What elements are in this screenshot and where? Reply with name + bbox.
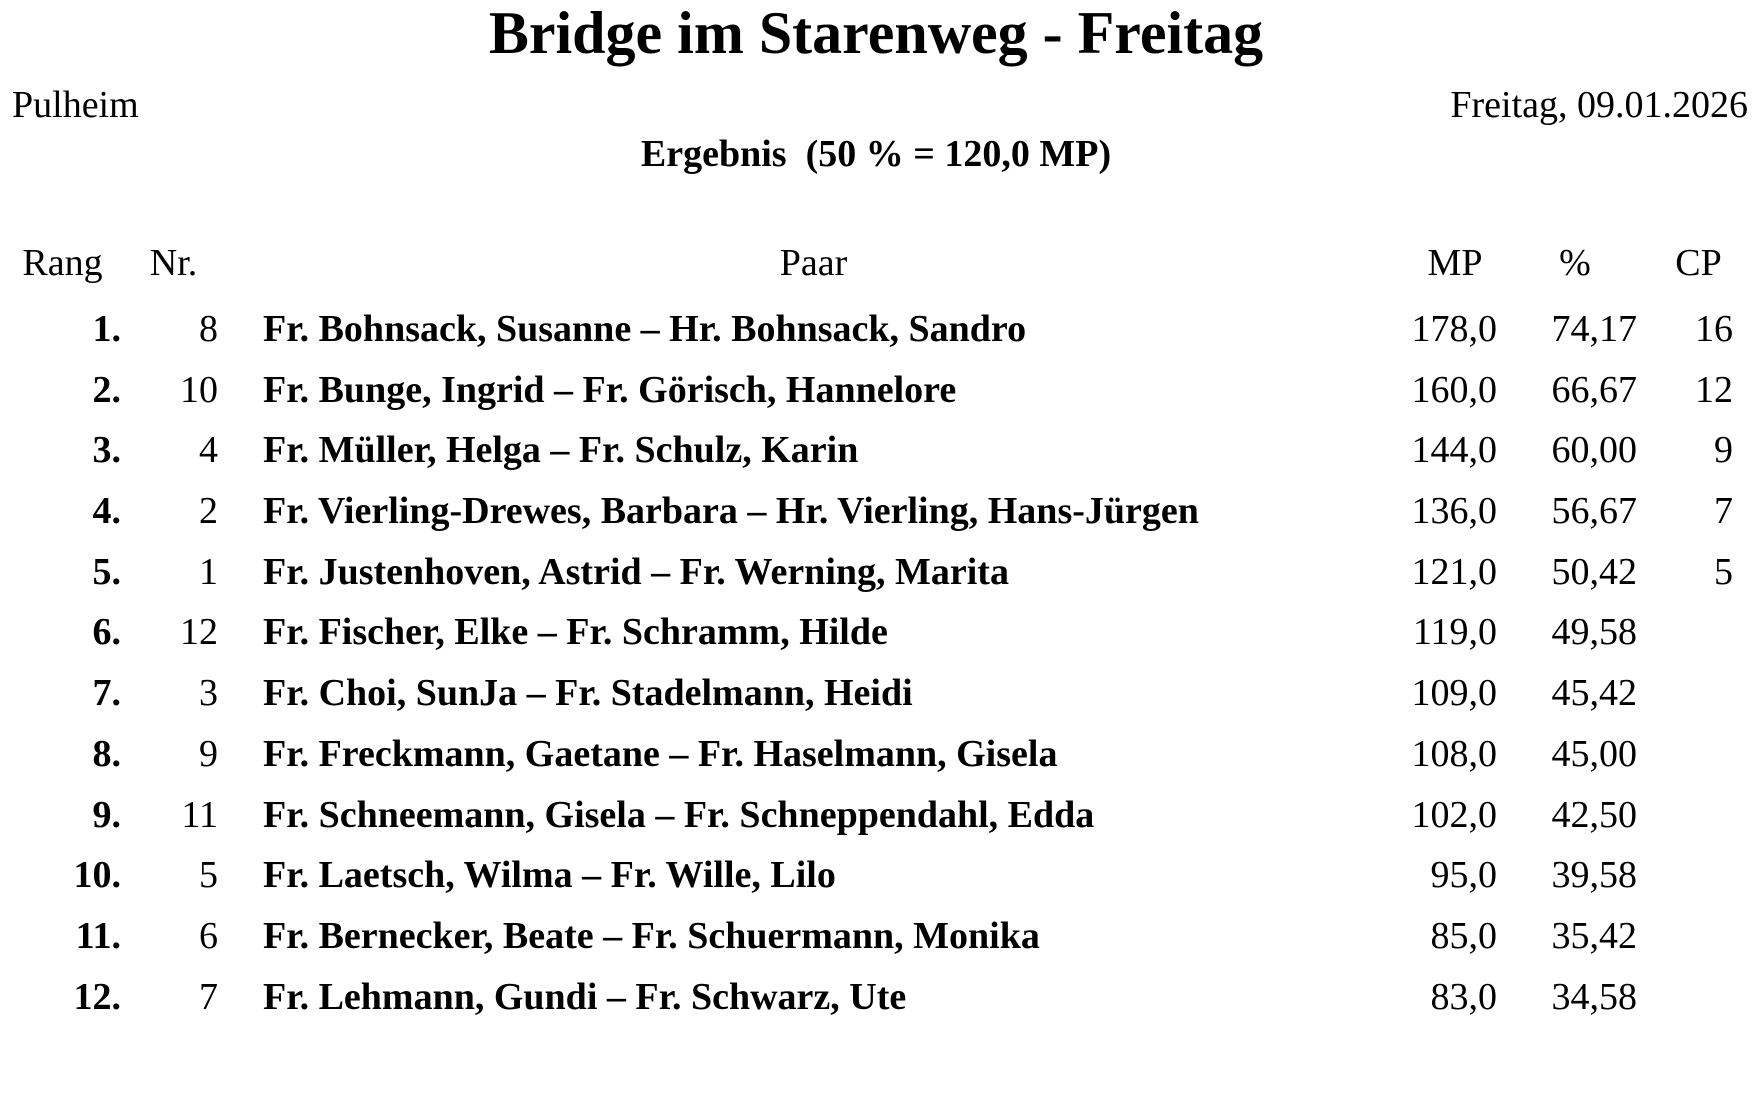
pair-number-cell: 11: [181, 793, 218, 836]
percent-cell: 34,58: [1551, 975, 1638, 1018]
percent-cell: 35,42: [1551, 914, 1638, 957]
cp-cell: 7: [1714, 490, 1733, 533]
pair-names-cell: Fr. Freckmann, Gaetane – Fr. Haselmann, …: [263, 732, 1058, 775]
pair-number-cell: 9: [199, 732, 218, 775]
date-label: Freitag, 09.01.2026: [1450, 84, 1748, 126]
mp-cell: 109,0: [1411, 672, 1498, 715]
mp-cell: 85,0: [1430, 914, 1498, 957]
results-table: Rang Nr. Paar MP % CP 1. 8 Fr. Bohnsack,…: [0, 227, 1752, 1027]
pair-names-cell: Fr. Justenhoven, Astrid – Fr. Werning, M…: [263, 550, 1009, 593]
percent-cell: 49,58: [1551, 611, 1638, 654]
cp-cell: 16: [1695, 308, 1733, 350]
rank-cell: 1.: [92, 308, 122, 350]
pair-number-cell: 4: [199, 429, 218, 472]
mp-cell: 95,0: [1430, 854, 1498, 897]
rank-cell: 11.: [75, 914, 121, 957]
rank-cell: 10.: [73, 854, 122, 897]
cp-cell: 5: [1714, 550, 1733, 593]
pair-names-cell: Fr. Laetsch, Wilma – Fr. Wille, Lilo: [263, 854, 836, 897]
pair-names-cell: Fr. Bunge, Ingrid – Fr. Görisch, Hannelo…: [263, 368, 957, 411]
percent-cell: 50,42: [1551, 550, 1638, 593]
cp-cell: 12: [1695, 368, 1733, 411]
column-header-cp: CP: [1675, 242, 1722, 284]
pair-names-cell: Fr. Bohnsack, Susanne – Hr. Bohnsack, Sa…: [263, 308, 1027, 350]
percent-cell: 39,58: [1551, 854, 1638, 897]
rank-cell: 2.: [92, 368, 122, 411]
cp-cell: [1645, 845, 1752, 906]
mp-cell: 178,0: [1411, 308, 1498, 350]
percent-cell: 60,00: [1551, 429, 1638, 472]
percent-cell: 42,50: [1551, 793, 1638, 836]
page-title: Bridge im Starenweg - Freitag: [488, 0, 1264, 66]
percent-cell: 66,67: [1551, 368, 1638, 411]
pair-names-cell: Fr. Lehmann, Gundi – Fr. Schwarz, Ute: [263, 975, 907, 1018]
rank-cell: 9.: [92, 793, 122, 836]
cp-cell: [1645, 785, 1752, 846]
pair-number-cell: 5: [199, 854, 218, 897]
pair-number-cell: 6: [199, 914, 218, 957]
cp-cell: [1645, 906, 1752, 967]
pair-number-cell: 3: [199, 672, 218, 715]
rank-cell: 12.: [73, 975, 122, 1018]
pair-number-cell: 8: [199, 308, 218, 350]
mp-cell: 102,0: [1411, 793, 1498, 836]
mp-cell: 83,0: [1430, 975, 1498, 1018]
pair-number-cell: 10: [180, 368, 218, 411]
cp-cell: [1645, 663, 1752, 724]
rank-cell: 8.: [92, 732, 122, 775]
percent-cell: 56,67: [1551, 490, 1638, 533]
percent-cell: 45,42: [1551, 672, 1638, 715]
pair-number-cell: 7: [199, 975, 218, 1018]
percent-cell: 45,00: [1551, 732, 1638, 775]
pair-number-cell: 2: [199, 490, 218, 533]
rank-cell: 7.: [92, 672, 122, 715]
mp-cell: 108,0: [1411, 732, 1498, 775]
percent-cell: 74,17: [1551, 308, 1638, 350]
pair-number-cell: 12: [180, 611, 218, 654]
pair-names-cell: Fr. Schneemann, Gisela – Fr. Schneppenda…: [263, 793, 1095, 836]
pair-names-cell: Fr. Fischer, Elke – Fr. Schramm, Hilde: [263, 611, 888, 654]
pair-names-cell: Fr. Bernecker, Beate – Fr. Schuermann, M…: [263, 914, 1040, 957]
result-subtitle: Ergebnis (50 % = 120,0 MP): [640, 133, 1112, 175]
rank-cell: 3.: [92, 429, 122, 472]
cp-cell: [1645, 967, 1752, 1028]
rank-cell: 5.: [92, 550, 122, 593]
column-header-pair: Paar: [779, 242, 848, 284]
column-header-mp: MP: [1427, 242, 1483, 284]
pair-names-cell: Fr. Choi, SunJa – Fr. Stadelmann, Heidi: [263, 672, 913, 715]
mp-cell: 119,0: [1412, 611, 1497, 654]
pair-names-cell: Fr. Müller, Helga – Fr. Schulz, Karin: [263, 429, 859, 472]
mp-cell: 136,0: [1411, 490, 1498, 533]
cp-cell: [1645, 724, 1752, 785]
column-header-rank: Rang: [22, 242, 103, 284]
pair-number-cell: 1: [199, 550, 218, 593]
column-header-nr: Nr.: [149, 242, 198, 284]
mp-cell: 121,0: [1411, 550, 1498, 593]
mp-cell: 144,0: [1411, 429, 1498, 472]
meta-row: Pulheim Freitag, 09.01.2026: [0, 84, 1752, 126]
pair-names-cell: Fr. Vierling-Drewes, Barbara – Hr. Vierl…: [263, 490, 1199, 533]
column-header-pct: %: [1559, 242, 1591, 284]
rank-cell: 4.: [92, 490, 122, 533]
cp-cell: [1645, 602, 1752, 663]
cp-cell: 9: [1714, 429, 1733, 472]
mp-cell: 160,0: [1411, 368, 1498, 411]
rank-cell: 6.: [92, 611, 122, 654]
location-label: Pulheim: [12, 84, 139, 126]
